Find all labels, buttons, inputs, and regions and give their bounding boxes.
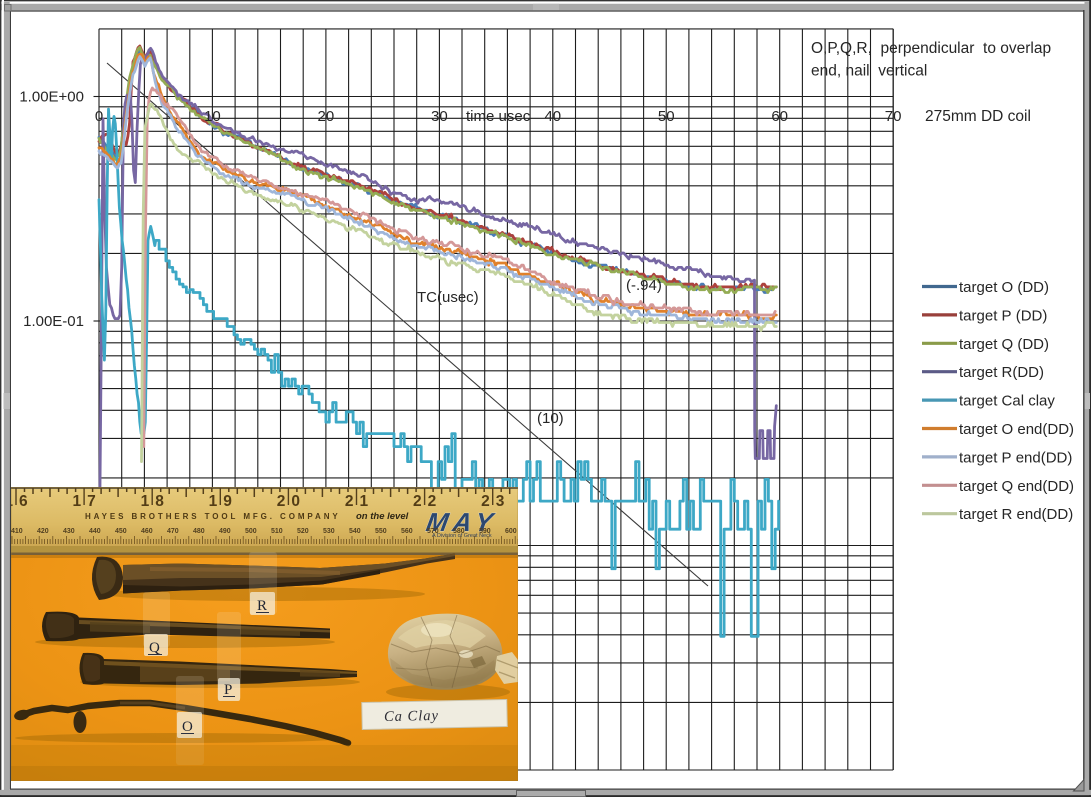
svg-text:target R(DD): target R(DD) (959, 364, 1044, 381)
svg-text:500: 500 (245, 528, 257, 535)
svg-text:target Q (DD): target Q (DD) (959, 336, 1049, 353)
svg-text:target O end(DD): target O end(DD) (959, 421, 1074, 438)
svg-text:30: 30 (431, 108, 448, 125)
svg-text:O: O (182, 719, 193, 735)
svg-text:MAY: MAY (424, 507, 500, 537)
svg-text:target Cal clay: target Cal clay (959, 393, 1055, 410)
svg-text:440: 440 (89, 528, 101, 535)
svg-text:550: 550 (375, 528, 387, 535)
svg-text:50: 50 (658, 108, 675, 125)
svg-text:40: 40 (544, 108, 561, 125)
svg-text:490: 490 (219, 528, 231, 535)
svg-text:target R end(DD): target R end(DD) (959, 506, 1073, 523)
svg-text:7: 7 (87, 493, 96, 510)
svg-text:9: 9 (223, 493, 232, 510)
svg-text:275mm DD coil: 275mm DD coil (925, 108, 1031, 125)
svg-text:target P end(DD): target P end(DD) (959, 449, 1072, 466)
svg-text:20: 20 (318, 108, 335, 125)
svg-text:560: 560 (401, 528, 413, 535)
svg-text:1: 1 (72, 493, 81, 510)
svg-text:420: 420 (37, 528, 49, 535)
svg-text:target O (DD): target O (DD) (959, 279, 1049, 296)
svg-text:510: 510 (271, 528, 283, 535)
svg-text:530: 530 (323, 528, 335, 535)
svg-text:520: 520 (297, 528, 309, 535)
svg-text:570: 570 (427, 528, 439, 535)
svg-text:600: 600 (505, 528, 517, 535)
svg-text:460: 460 (141, 528, 153, 535)
svg-text:A Division of Great Neck: A Division of Great Neck (432, 533, 492, 539)
svg-text:410: 410 (11, 528, 23, 535)
svg-text:end, nail vertical: end, nail vertical (811, 63, 927, 80)
svg-text:10: 10 (204, 108, 221, 125)
svg-text:(10): (10) (537, 410, 564, 427)
svg-text:590: 590 (479, 528, 491, 535)
svg-text:8: 8 (155, 493, 164, 510)
svg-text:0: 0 (95, 108, 103, 125)
svg-text:2: 2 (428, 493, 437, 510)
svg-text:target P (DD): target P (DD) (959, 307, 1047, 324)
svg-text:70: 70 (885, 108, 902, 125)
svg-text:2: 2 (345, 493, 354, 510)
svg-text:HAYES BROTHERS TOOL MFG. COMPA: HAYES BROTHERS TOOL MFG. COMPANY (85, 512, 341, 521)
svg-text:O,P,Q,R, perpendicular to ov: O,P,Q,R, perpendicular to overlap (811, 40, 1051, 57)
svg-text:0: 0 (291, 493, 300, 510)
svg-text:3: 3 (496, 493, 505, 510)
svg-text:1: 1 (4, 493, 13, 510)
svg-text:R: R (257, 598, 267, 614)
svg-text:430: 430 (63, 528, 75, 535)
svg-text:Q: Q (149, 640, 160, 656)
svg-text:2: 2 (413, 493, 422, 510)
svg-text:1.00E+00: 1.00E+00 (19, 89, 84, 106)
svg-text:time usec: time usec (466, 108, 531, 125)
svg-text:1.00E-01: 1.00E-01 (23, 313, 84, 330)
svg-text:450: 450 (115, 528, 127, 535)
svg-text:470: 470 (167, 528, 179, 535)
svg-text:on the level: on the level (356, 511, 409, 522)
svg-text:TC(usec): TC(usec) (417, 289, 479, 306)
svg-text:1: 1 (209, 493, 218, 510)
svg-text:P: P (224, 682, 232, 698)
svg-text:1: 1 (360, 493, 369, 510)
svg-text:580: 580 (453, 528, 465, 535)
svg-text:(-.94): (-.94) (626, 277, 662, 294)
svg-text:2: 2 (481, 493, 490, 510)
svg-text:6: 6 (19, 493, 28, 510)
svg-text:60: 60 (771, 108, 788, 125)
svg-text:Ca Clay: Ca Clay (384, 708, 439, 725)
svg-text:target Q end(DD): target Q end(DD) (959, 478, 1074, 495)
svg-text:480: 480 (193, 528, 205, 535)
svg-text:540: 540 (349, 528, 361, 535)
svg-text:1: 1 (141, 493, 150, 510)
svg-text:2: 2 (277, 493, 286, 510)
